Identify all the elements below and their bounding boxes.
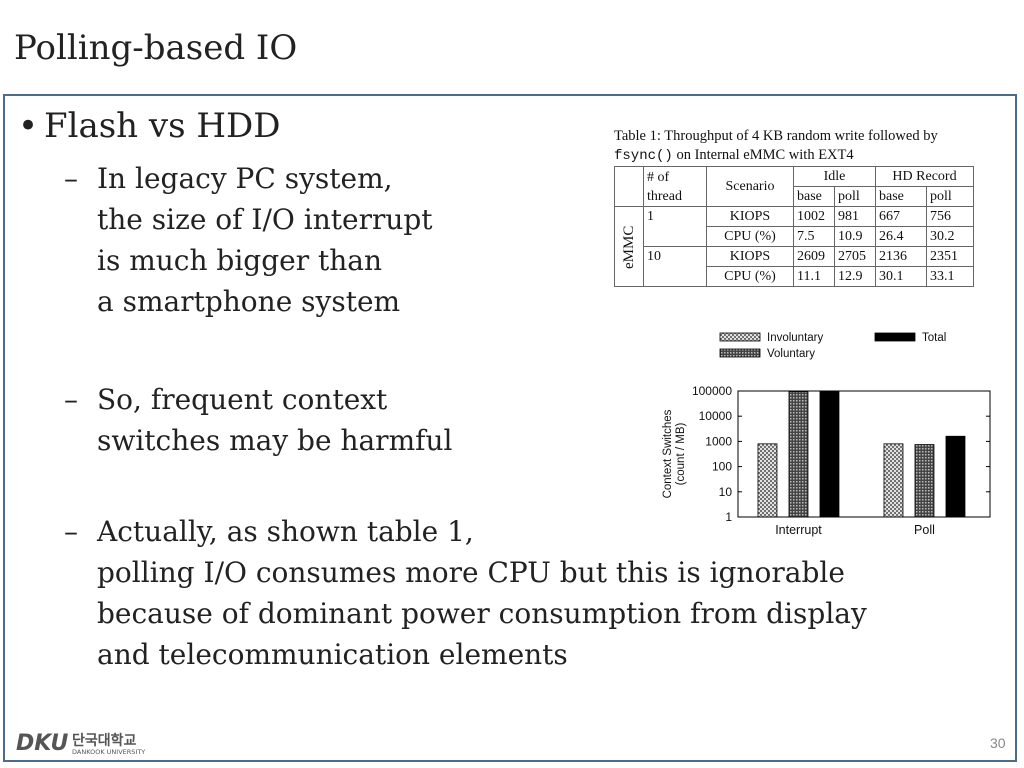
value-cell: 2136 <box>875 246 927 267</box>
context-switch-chart: Involuntary Voluntary Total 1 10 100 1000 1000… <box>662 332 991 537</box>
value-cell: 26.4 <box>875 226 927 247</box>
metric-cell: KIOPS <box>706 246 794 267</box>
bullet-dot: • <box>18 106 39 146</box>
dash: – <box>64 383 78 416</box>
legend-label: Voluntary <box>767 348 815 360</box>
sub-bullet-actually: – Actually, as shown table 1, polling I/… <box>64 511 867 675</box>
header-base: base <box>793 186 835 207</box>
sub1-line: a smartphone system <box>97 285 401 318</box>
value-cell: 10.9 <box>834 226 876 247</box>
sub3-line: Actually, as shown table 1, <box>97 515 474 548</box>
legend-label: Involuntary <box>767 332 824 344</box>
bar-involuntary <box>883 443 904 518</box>
sub-bullet-legacy: – In legacy PC system, the size of I/O i… <box>64 158 433 322</box>
value-cell: 2609 <box>793 246 835 267</box>
value-cell: 30.2 <box>926 226 974 247</box>
value-cell: 667 <box>875 206 927 227</box>
legend-swatch <box>719 348 761 358</box>
x-category-label: Interrupt <box>775 523 822 537</box>
value-cell: 12.9 <box>834 266 876 287</box>
sub3-line: polling I/O consumes more CPU but this i… <box>97 556 845 589</box>
legend-swatch <box>874 332 916 342</box>
legend-label: Total <box>922 332 946 344</box>
y-tick-label: 10 <box>719 485 733 499</box>
caption-a: Table 1: Throughput of 4 KB random write… <box>614 128 938 144</box>
plot-frame <box>737 390 991 518</box>
bar-total <box>945 435 966 518</box>
dash: – <box>64 515 78 548</box>
table-corner <box>614 166 644 207</box>
slide-title: Polling-based IO <box>14 28 298 68</box>
thread-cell: 1 <box>643 206 707 247</box>
value-cell: 1002 <box>793 206 835 227</box>
y-tick-label: 100000 <box>692 384 732 398</box>
logo-korean: 단국대학교 <box>72 732 137 749</box>
bullet-text: Flash vs HDD <box>44 106 281 146</box>
y-axis-label: Context Switches <box>662 409 674 498</box>
value-cell: 981 <box>834 206 876 227</box>
caption-b: on Internal eMMC with EXT4 <box>672 147 854 163</box>
device-label: eMMC <box>614 206 644 287</box>
thread-cell: 10 <box>643 246 707 287</box>
sub3-line: and telecommunication elements <box>97 638 568 671</box>
value-cell: 11.1 <box>793 266 835 287</box>
y-tick-label: 100 <box>712 460 732 474</box>
header-poll: poll <box>834 186 876 207</box>
y-tick-label: 1000 <box>705 434 732 448</box>
caption-fsync: fsync() <box>614 148 673 164</box>
sub-bullet-context: – So, frequent context switches may be h… <box>64 379 452 461</box>
y-tick-label: 1 <box>725 510 732 524</box>
header-thread: # of thread <box>643 166 707 207</box>
metric-cell: KIOPS <box>706 206 794 227</box>
value-cell: 7.5 <box>793 226 835 247</box>
sub1-line: is much bigger than <box>97 244 383 277</box>
content-frame <box>3 94 1017 762</box>
metric-cell: CPU (%) <box>706 226 794 247</box>
value-cell: 756 <box>926 206 974 227</box>
legend-swatch <box>719 332 761 342</box>
header-base: base <box>875 186 927 207</box>
metric-cell: CPU (%) <box>706 266 794 287</box>
throughput-table: # of thread Scenario Idle HD Record base … <box>614 166 974 287</box>
bar-involuntary <box>757 443 778 518</box>
header-hd-record: HD Record <box>875 166 974 187</box>
x-category-label: Poll <box>914 523 935 537</box>
bar-total <box>819 391 840 518</box>
bullet-flash-vs-hdd: • Flash vs HDD <box>18 106 281 146</box>
y-tick-label: 10000 <box>699 409 733 423</box>
page-number: 30 <box>990 735 1006 751</box>
value-cell: 2705 <box>834 246 876 267</box>
value-cell: 33.1 <box>926 266 974 287</box>
logo-english: DANKOOK UNIVERSITY <box>72 748 145 756</box>
sub2-line: switches may be harmful <box>97 424 453 457</box>
sub1-line: In legacy PC system, <box>97 162 393 195</box>
logo-mark: DKU <box>16 731 69 756</box>
header-idle: Idle <box>793 166 876 187</box>
dku-logo: DKU 단국대학교 DANKOOK UNIVERSITY <box>16 731 145 756</box>
header-scenario: Scenario <box>706 166 794 207</box>
sub2-line: So, frequent context <box>97 383 388 416</box>
value-cell: 30.1 <box>875 266 927 287</box>
bar-voluntary <box>788 391 809 518</box>
value-cell: 2351 <box>926 246 974 267</box>
sub1-line: the size of I/O interrupt <box>97 203 433 236</box>
bar-voluntary <box>914 444 935 518</box>
sub3-line: because of dominant power consumption fr… <box>97 597 867 630</box>
dash: – <box>64 162 78 195</box>
header-poll: poll <box>926 186 974 207</box>
y-axis-label: (count / MB) <box>675 423 687 486</box>
table-caption: Table 1: Throughput of 4 KB random write… <box>614 127 999 166</box>
